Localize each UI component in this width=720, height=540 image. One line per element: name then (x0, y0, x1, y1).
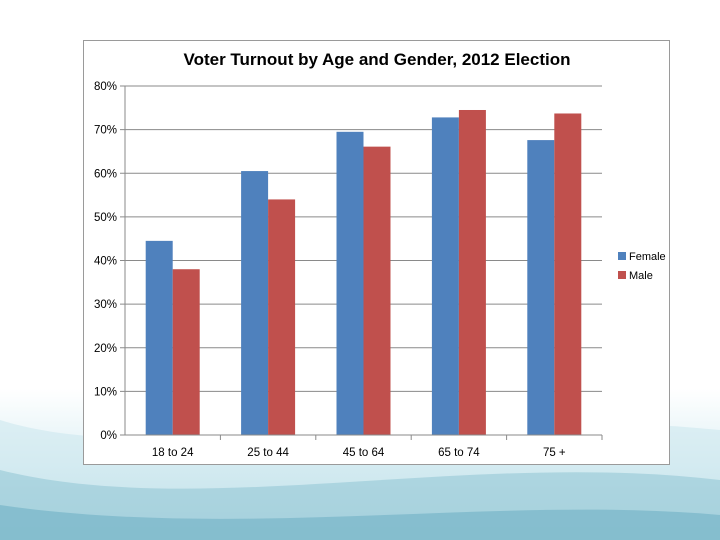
legend-swatch (618, 271, 626, 279)
bar-chart: Voter Turnout by Age and Gender, 2012 El… (94, 50, 666, 459)
bar-male (554, 113, 582, 435)
bar-male (458, 109, 486, 436)
y-tick-label: 60% (94, 168, 117, 180)
x-tick-label: 18 to 24 (152, 447, 194, 459)
legend-label: Female (629, 251, 666, 263)
bar-female (431, 117, 459, 435)
legend-label: Male (629, 270, 653, 282)
y-tick-label: 30% (94, 299, 117, 311)
bar-male (268, 199, 296, 435)
background-wave (0, 505, 720, 540)
chart-title: Voter Turnout by Age and Gender, 2012 El… (184, 50, 571, 69)
bar-male (172, 269, 200, 435)
bar-female (145, 240, 173, 435)
y-tick-label: 40% (94, 256, 117, 268)
y-tick-label: 10% (94, 386, 117, 398)
bar-female (336, 131, 364, 435)
y-tick-label: 70% (94, 125, 117, 137)
bar-female (527, 140, 555, 435)
bar-female (241, 171, 269, 435)
y-tick-label: 20% (94, 343, 117, 355)
x-tick-label: 75 + (543, 447, 566, 459)
y-tick-label: 0% (100, 430, 117, 442)
legend-swatch (618, 252, 626, 260)
bar-male (363, 146, 391, 436)
y-tick-label: 50% (94, 212, 117, 224)
x-tick-label: 25 to 44 (247, 447, 289, 459)
y-tick-label: 80% (94, 81, 117, 93)
x-tick-label: 65 to 74 (438, 447, 480, 459)
x-tick-label: 45 to 64 (343, 447, 385, 459)
